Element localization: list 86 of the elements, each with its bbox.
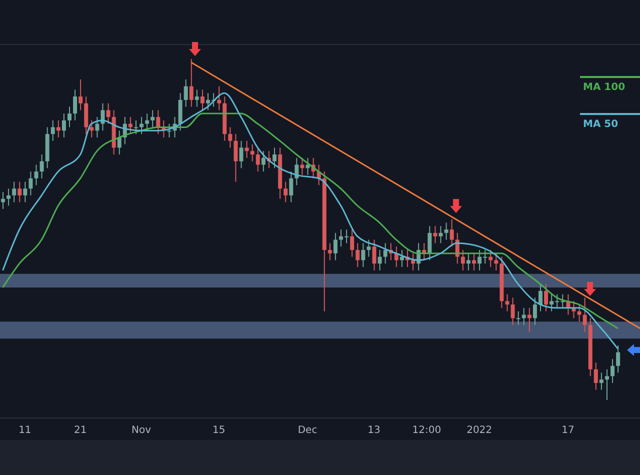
candlestick <box>150 110 155 128</box>
candlestick <box>594 362 598 390</box>
x-tick-label: 17 <box>562 425 574 436</box>
candlestick <box>117 130 122 155</box>
candlestick <box>582 297 587 332</box>
candlestick <box>450 218 454 248</box>
candlestick <box>73 89 78 121</box>
candlestick <box>56 120 60 138</box>
x-tick-label: 13 <box>368 425 380 436</box>
candlestick <box>12 181 16 203</box>
candlestick <box>250 144 254 162</box>
x-tick-label: Nov <box>132 425 152 436</box>
candlestick <box>145 113 150 132</box>
text: MA 50 <box>580 113 640 130</box>
candlestick <box>40 154 44 179</box>
x-tick-label: 15 <box>212 425 226 436</box>
candlestick <box>194 89 199 108</box>
candlestick <box>239 140 244 169</box>
x-tick-label: 11 <box>18 425 32 436</box>
candlestick <box>256 147 260 172</box>
candlestick <box>289 171 294 203</box>
candlestick <box>200 89 204 111</box>
candlestick <box>604 368 609 400</box>
candlestick <box>610 358 615 384</box>
candlestick <box>90 120 94 138</box>
candlestick <box>100 102 105 132</box>
x-tick-label: 21 <box>74 425 87 436</box>
candlestick <box>544 284 548 312</box>
candlestick <box>516 310 520 326</box>
candlestick <box>428 226 432 261</box>
candlestick <box>460 249 465 271</box>
candlestick <box>577 304 582 322</box>
candlestick <box>378 249 382 271</box>
x-tick-label: 12:00 <box>412 425 442 436</box>
candlestick <box>599 372 604 390</box>
candlestick <box>244 140 249 158</box>
candlestick <box>261 150 266 172</box>
candlestick <box>383 242 388 264</box>
candlestick <box>366 239 371 258</box>
candlestick <box>438 226 443 244</box>
candlestick <box>350 229 354 258</box>
candlestick <box>505 294 510 312</box>
candlestick <box>466 252 470 271</box>
candlestick <box>616 344 620 374</box>
candlestick <box>228 126 232 148</box>
candlestick <box>532 297 537 326</box>
candlestick <box>67 106 72 128</box>
x-tick-label: Dec <box>298 425 318 436</box>
candlestick <box>444 222 448 240</box>
candlestick <box>189 59 194 108</box>
candlestick <box>361 242 366 268</box>
candlestick <box>372 239 376 271</box>
candlestick <box>538 284 542 312</box>
candlestick <box>433 226 438 244</box>
candlestick <box>217 86 222 111</box>
candlestick <box>84 96 88 135</box>
candlestick <box>156 110 160 135</box>
candlestick <box>78 78 83 111</box>
candlestick <box>328 242 332 261</box>
candlestick <box>333 232 338 261</box>
candlestick <box>50 120 55 142</box>
candlestick <box>106 102 110 124</box>
candlestick <box>306 157 310 176</box>
candlestick <box>18 181 22 203</box>
candlestick <box>510 297 515 326</box>
candlestick <box>167 123 172 138</box>
candlestick <box>284 181 288 203</box>
candlestick <box>62 113 66 138</box>
candlestick <box>184 78 188 108</box>
x-tick-label: 2022 <box>466 425 492 436</box>
text: MA 100 <box>580 76 640 93</box>
candlestick <box>294 157 299 186</box>
candlestick <box>272 147 277 169</box>
candlestick <box>134 120 138 135</box>
candlestick <box>411 252 416 271</box>
candlestick <box>6 188 11 206</box>
candlestick <box>472 252 476 271</box>
candlestick <box>34 164 38 186</box>
candlestick <box>23 181 28 203</box>
candlestick <box>494 252 498 271</box>
candlestick <box>234 134 238 182</box>
candlestick <box>178 92 182 132</box>
candlestick <box>356 242 360 268</box>
candlestick <box>28 171 33 196</box>
candlestick <box>95 116 100 138</box>
candlestick <box>300 157 304 176</box>
